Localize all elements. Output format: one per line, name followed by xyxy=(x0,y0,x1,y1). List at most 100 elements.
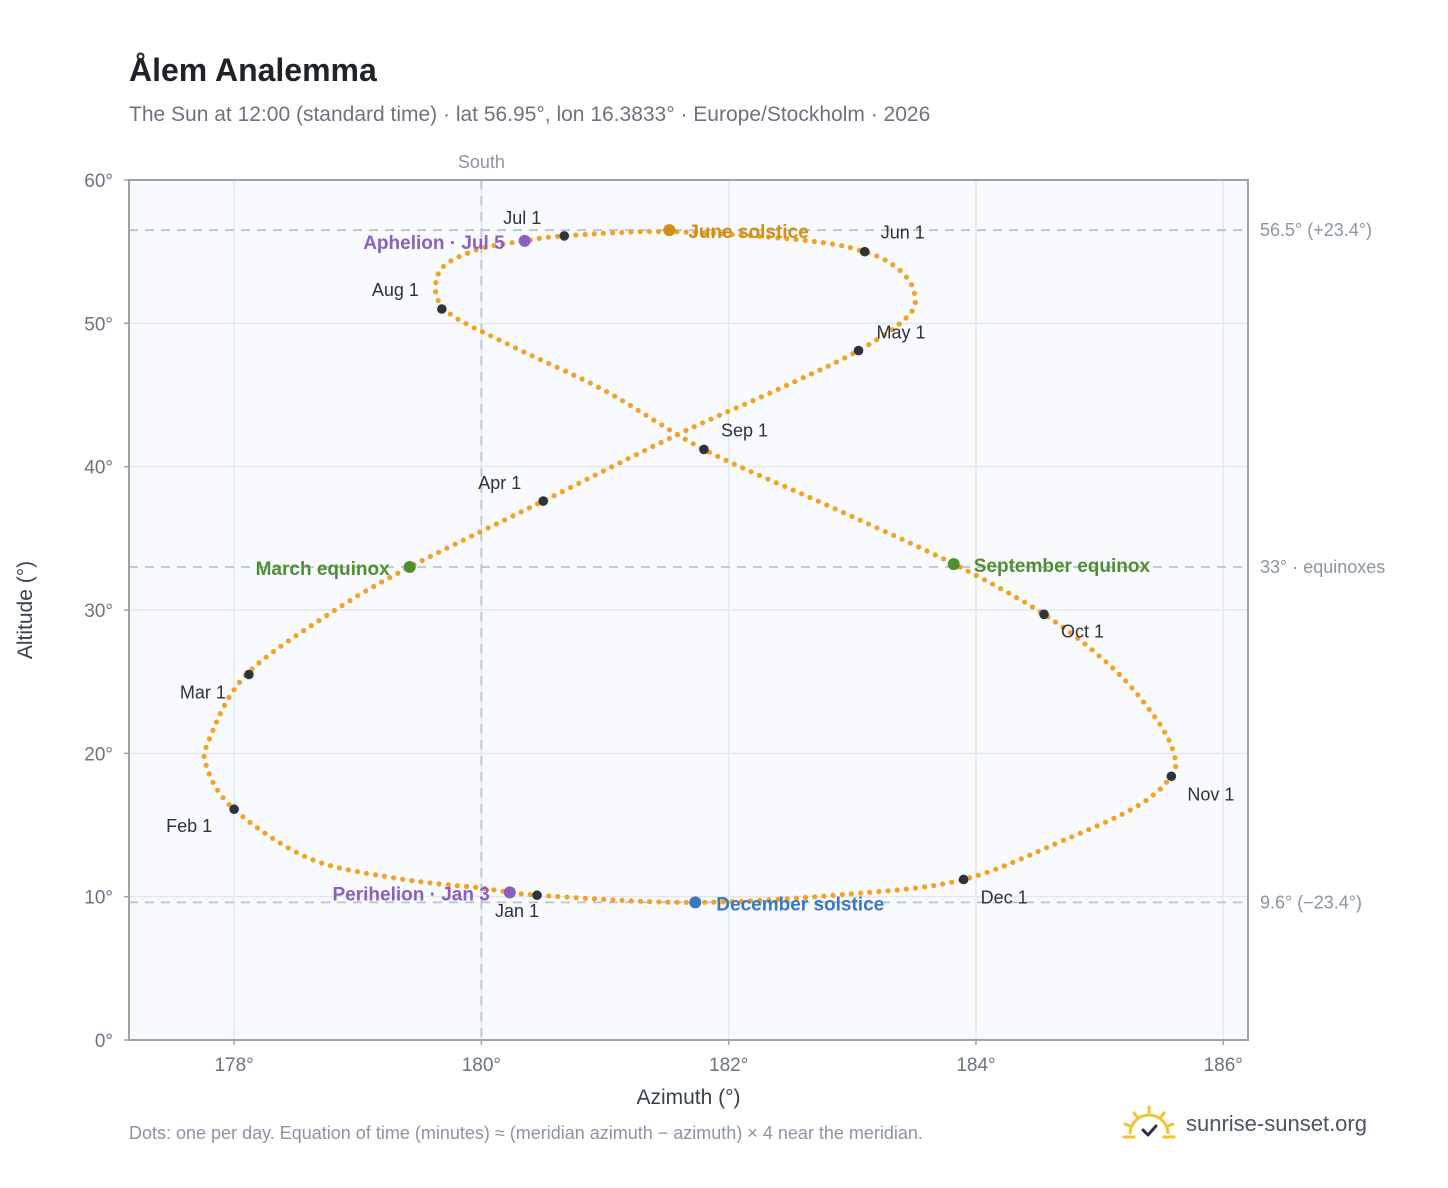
daily-sun-dot xyxy=(395,570,401,576)
daily-sun-dot xyxy=(327,863,334,869)
meridian-line: South xyxy=(458,152,505,1040)
daily-sun-dot xyxy=(625,456,631,462)
daily-sun-dot xyxy=(256,660,262,666)
daily-sun-dot xyxy=(354,869,360,875)
daily-sun-dot xyxy=(733,405,739,411)
daily-sun-dot xyxy=(1157,786,1163,792)
daily-sun-dot xyxy=(217,711,223,717)
daily-sun-dot xyxy=(821,893,827,899)
daily-sun-dot xyxy=(536,235,542,241)
daily-sun-dot xyxy=(808,371,815,377)
daily-sun-dot xyxy=(897,267,903,274)
daily-sun-dot xyxy=(500,241,506,247)
daily-sun-dot xyxy=(799,491,805,497)
daily-sun-dot xyxy=(876,889,882,895)
daily-sun-dot xyxy=(742,401,748,407)
daily-sun-dot xyxy=(435,271,441,277)
daily-sun-dot xyxy=(302,853,308,859)
month-marker-apr-1 xyxy=(538,496,549,506)
daily-sun-dot xyxy=(1173,764,1179,770)
daily-sun-dot xyxy=(617,460,623,466)
daily-sun-dot xyxy=(811,238,817,245)
daily-sun-dot xyxy=(573,895,579,901)
daily-sun-dot xyxy=(215,787,221,793)
daily-sun-dot xyxy=(379,579,385,585)
month-label-mar-1: Mar 1 xyxy=(180,683,226,703)
daily-sun-dot xyxy=(496,337,502,343)
daily-sun-dot xyxy=(504,341,510,347)
reference-lines: 56.5° (+23.4°) 33° · equinoxes 9.6° (−23.4… xyxy=(129,220,1385,912)
month-label-oct-1: Oct 1 xyxy=(1061,621,1104,641)
daily-sun-dot xyxy=(220,795,226,801)
daily-sun-dot xyxy=(655,228,662,235)
month-label-jun-1: Jun 1 xyxy=(881,223,925,243)
footnote: Dots: one per day. Equation of time (min… xyxy=(129,1123,923,1143)
daily-sun-dot xyxy=(213,719,220,725)
month-marker-jan-1 xyxy=(532,890,542,901)
daily-sun-dot xyxy=(419,557,425,564)
y-tick-label: 10° xyxy=(84,888,113,909)
daily-sun-dot xyxy=(1135,692,1141,698)
daily-sun-dot xyxy=(381,873,388,879)
month-marker-mar-1 xyxy=(244,669,254,680)
month-marker-oct-1 xyxy=(1039,609,1049,620)
daily-sun-dot xyxy=(277,840,283,846)
daily-sun-dot xyxy=(1018,856,1024,862)
daily-sun-dot xyxy=(591,896,598,902)
daily-sun-dot xyxy=(839,892,845,898)
daily-sun-dot xyxy=(460,537,466,543)
daily-sun-dot xyxy=(720,231,726,237)
daily-sun-dot xyxy=(308,623,314,629)
daily-sun-dot xyxy=(1060,624,1066,630)
daily-sun-dot xyxy=(973,572,979,579)
daily-sun-dot xyxy=(941,556,947,562)
daily-sun-dot xyxy=(240,814,246,820)
daily-sun-dot xyxy=(792,379,798,385)
daily-sun-dot xyxy=(1089,647,1095,653)
daily-sun-dot xyxy=(911,290,918,296)
reference-line-label: 33° · equinoxes xyxy=(1260,557,1385,577)
daily-sun-dot xyxy=(262,830,268,836)
daily-sun-dot xyxy=(815,498,822,504)
daily-sun-dot xyxy=(894,887,900,893)
daily-sun-dot xyxy=(766,234,772,240)
daily-sun-dot xyxy=(643,412,649,418)
daily-sun-dot xyxy=(889,327,895,333)
daily-sun-dot xyxy=(650,443,656,450)
daily-sun-dot xyxy=(1146,706,1152,712)
brand-name[interactable]: sunrise-sunset.org xyxy=(1186,1111,1367,1136)
daily-sun-dot xyxy=(857,517,863,523)
daily-sun-dot xyxy=(803,894,809,901)
daily-sun-dot xyxy=(1082,641,1088,647)
daily-sun-dot xyxy=(491,887,497,893)
daily-sun-dot xyxy=(363,870,369,876)
brand[interactable]: sunrise-sunset.org xyxy=(1122,1100,1367,1148)
daily-sun-dot xyxy=(518,891,524,897)
daily-sun-dot xyxy=(1143,797,1149,804)
daily-sun-dot xyxy=(620,398,626,404)
daily-sun-dot xyxy=(210,779,216,785)
daily-sun-dot xyxy=(756,233,763,239)
daily-sun-dot xyxy=(485,525,491,531)
daily-sun-dot xyxy=(700,420,706,426)
daily-sun-dot xyxy=(1119,811,1125,817)
month-label-jan-1: Jan 1 xyxy=(495,901,539,921)
daily-sun-dot xyxy=(628,898,634,904)
daily-sun-dot xyxy=(830,892,836,899)
daily-sun-dot xyxy=(1096,653,1102,659)
daily-sun-dot xyxy=(882,257,888,263)
daily-sun-dot xyxy=(464,883,470,890)
daily-sun-dot xyxy=(372,872,379,878)
daily-sun-dot xyxy=(711,899,717,905)
daily-sun-dot xyxy=(1166,737,1172,743)
daily-sun-dot xyxy=(510,513,516,519)
axis-ticks: 178° 180° 182° 184° 186° 0° 10° 20° 30° 40° 50° 60° xyxy=(84,171,1243,1076)
x-tick-label: 186° xyxy=(1204,1055,1243,1076)
daily-sun-dot xyxy=(682,436,688,442)
daily-sun-dot xyxy=(1127,807,1133,813)
daily-sun-dot xyxy=(757,897,763,904)
month-marker-feb-1 xyxy=(229,804,239,815)
event-label-aphelion-jul-5: Aphelion · Jul 5 xyxy=(363,233,505,254)
page-title: Ålem Analemma xyxy=(129,52,377,88)
daily-sun-dot xyxy=(600,230,607,236)
